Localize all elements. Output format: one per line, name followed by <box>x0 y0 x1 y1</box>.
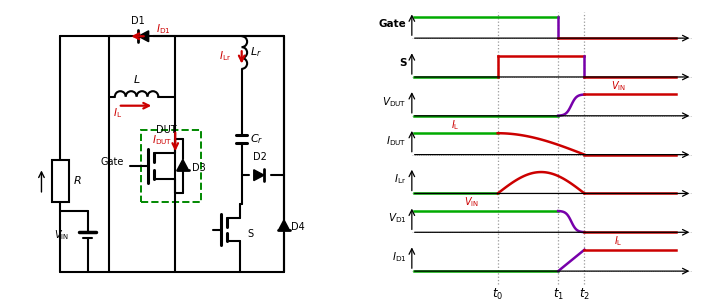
Polygon shape <box>177 159 189 170</box>
Text: S: S <box>247 229 254 239</box>
Text: $t_2$: $t_2$ <box>579 287 590 302</box>
Text: $I_{\rm Lr}$: $I_{\rm Lr}$ <box>219 49 231 63</box>
Text: $I_{\rm D1}$: $I_{\rm D1}$ <box>156 22 170 36</box>
Text: $V_{\rm IN}$: $V_{\rm IN}$ <box>55 229 69 243</box>
Text: $V_{\rm IN}$: $V_{\rm IN}$ <box>464 196 479 209</box>
Text: DUT: DUT <box>156 125 176 135</box>
Text: $L$: $L$ <box>132 73 140 85</box>
Text: D4: D4 <box>291 221 304 232</box>
Text: $I_{\rm L}$: $I_{\rm L}$ <box>451 118 460 132</box>
Bar <box>52 160 69 202</box>
Text: $V_{\rm D1}$: $V_{\rm D1}$ <box>388 211 407 225</box>
Polygon shape <box>254 170 264 181</box>
Text: $C_r$: $C_r$ <box>250 132 264 146</box>
Text: $I_{\rm L}$: $I_{\rm L}$ <box>114 106 123 120</box>
Text: $I_{\rm L}$: $I_{\rm L}$ <box>614 234 623 248</box>
Text: Gate: Gate <box>379 19 407 29</box>
Text: $L_r$: $L_r$ <box>250 46 262 59</box>
Text: S: S <box>399 58 407 68</box>
Text: $I_{\rm Lr}$: $I_{\rm Lr}$ <box>395 172 407 186</box>
Text: D2: D2 <box>254 152 267 162</box>
Polygon shape <box>278 220 290 230</box>
Text: $V_{\rm DUT}$: $V_{\rm DUT}$ <box>382 95 407 109</box>
Text: Gate: Gate <box>100 156 124 167</box>
Text: D3: D3 <box>192 162 205 173</box>
Text: D1: D1 <box>130 16 144 26</box>
Text: $V_{\rm IN}$: $V_{\rm IN}$ <box>611 79 626 93</box>
Text: $t_0$: $t_0$ <box>492 287 503 302</box>
Text: $I_{\rm DUT}$: $I_{\rm DUT}$ <box>386 134 407 147</box>
Text: $I_{\rm D1}$: $I_{\rm D1}$ <box>392 250 407 264</box>
Polygon shape <box>138 31 149 42</box>
Text: $t_1$: $t_1$ <box>552 287 564 302</box>
Text: R: R <box>74 176 81 186</box>
Text: $I_{\rm DUT}$: $I_{\rm DUT}$ <box>151 133 172 147</box>
